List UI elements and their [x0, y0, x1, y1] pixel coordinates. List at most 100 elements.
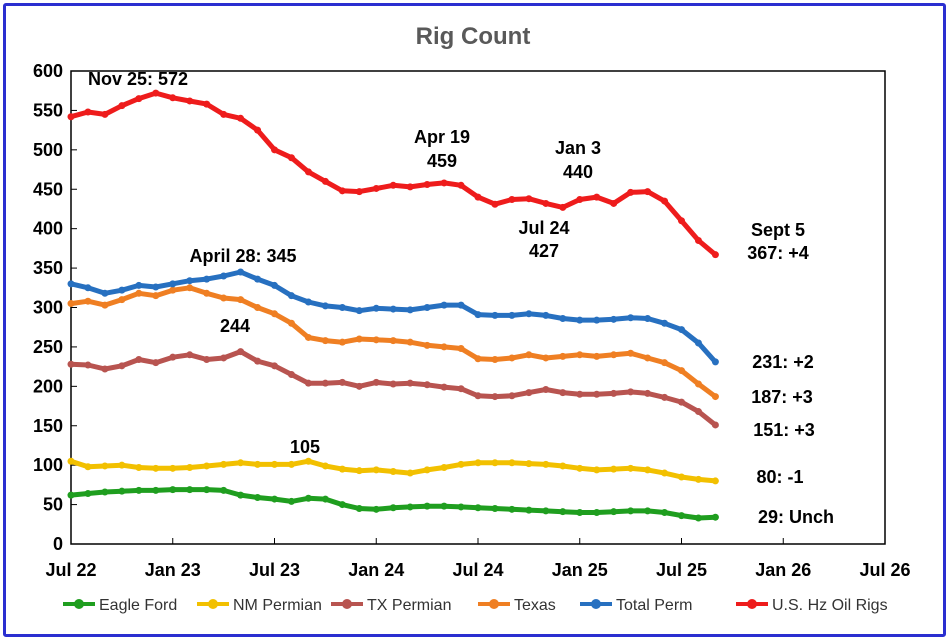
y-tick-label: 100	[33, 455, 63, 475]
data-point-texas	[101, 301, 109, 309]
data-point-eagle-ford	[627, 507, 635, 515]
data-point-nm-permian	[678, 473, 685, 481]
data-point-u-s-hz-oil-rigs	[287, 154, 295, 162]
data-point-nm-permian	[101, 462, 109, 470]
data-point-eagle-ford	[152, 486, 160, 494]
data-point-nm-permian	[491, 459, 499, 467]
y-tick-label: 200	[33, 376, 63, 396]
data-point-eagle-ford	[67, 491, 75, 499]
data-point-total-perm	[169, 280, 177, 288]
data-point-eagle-ford	[559, 508, 567, 516]
data-point-nm-permian	[661, 469, 669, 477]
y-axis: 0 50 100 150 200 250 300 350 400 450 500 550 600	[33, 61, 77, 554]
data-point-u-s-hz-oil-rigs	[678, 217, 685, 225]
data-point-eagle-ford	[711, 513, 719, 521]
data-point-eagle-ford	[389, 504, 397, 512]
data-point-eagle-ford	[169, 486, 177, 494]
data-point-nm-permian	[254, 460, 262, 468]
data-point-tx-permian	[610, 389, 618, 397]
data-point-tx-permian	[254, 357, 262, 365]
data-point-tx-permian	[203, 356, 211, 364]
data-point-tx-permian	[67, 360, 75, 368]
data-point-total-perm	[237, 268, 245, 276]
data-point-texas	[67, 300, 75, 308]
data-point-eagle-ford	[321, 495, 329, 503]
annotation-apr19a: Apr 19	[414, 127, 470, 147]
data-point-eagle-ford	[491, 505, 499, 513]
legend-label-tx-permian: TX Permian	[367, 597, 451, 614]
data-point-nm-permian	[186, 464, 194, 472]
data-point-tx-permian	[644, 389, 652, 397]
data-point-u-s-hz-oil-rigs	[118, 102, 126, 110]
data-point-tx-permian	[711, 421, 719, 429]
data-point-total-perm	[423, 304, 431, 311]
data-point-nm-permian	[694, 475, 702, 483]
data-point-total-perm	[67, 280, 75, 288]
data-point-texas	[542, 354, 550, 362]
data-point-nm-permian	[593, 466, 601, 474]
data-point-u-s-hz-oil-rigs	[84, 108, 92, 116]
legend-label-texas: Texas	[514, 597, 556, 614]
data-point-total-perm	[304, 298, 312, 306]
data-point-nm-permian	[321, 462, 329, 470]
data-point-total-perm	[694, 339, 702, 347]
data-point-u-s-hz-oil-rigs	[355, 188, 363, 196]
data-point-u-s-hz-oil-rigs	[627, 188, 635, 196]
annotation-jul24a: Jul 24	[518, 218, 569, 238]
data-point-texas	[304, 333, 312, 341]
data-point-u-s-hz-oil-rigs	[372, 184, 380, 192]
data-point-texas	[338, 338, 346, 346]
data-point-total-perm	[627, 314, 635, 322]
data-point-tx-permian	[423, 381, 431, 389]
data-point-eagle-ford	[644, 507, 652, 515]
data-point-tx-permian	[627, 388, 635, 396]
data-point-total-perm	[678, 326, 685, 334]
data-point-eagle-ford	[271, 495, 278, 503]
data-point-eagle-ford	[237, 491, 245, 499]
x-tick-label: Jan 24	[348, 560, 404, 580]
data-point-tx-permian	[389, 380, 397, 388]
x-axis: Jul 22 Jan 23 Jul 23 Jan 24 Jul 24 Jan 25 Jul …	[45, 538, 911, 580]
data-point-eagle-ford	[101, 488, 109, 496]
annotation-jan3a: Jan 3	[555, 138, 601, 158]
data-point-nm-permian	[203, 462, 211, 470]
data-point-total-perm	[220, 272, 228, 280]
data-point-total-perm	[101, 289, 109, 297]
data-point-tx-permian	[338, 378, 346, 386]
data-point-texas	[525, 351, 533, 359]
y-tick-label: 0	[53, 534, 63, 554]
data-point-nm-permian	[627, 464, 635, 472]
annotation-txp: 151: +3	[753, 420, 815, 440]
data-point-texas	[389, 337, 397, 345]
y-tick-label: 500	[33, 140, 63, 160]
data-point-eagle-ford	[304, 494, 312, 502]
data-point-u-s-hz-oil-rigs	[542, 199, 550, 207]
data-point-texas	[694, 380, 702, 388]
annotation-nov25: Nov 25: 572	[88, 69, 188, 89]
legend-marker-u-s-hz-oil-rigs	[747, 599, 757, 609]
data-point-tx-permian	[101, 365, 109, 373]
data-point-tx-permian	[474, 392, 482, 400]
data-point-eagle-ford	[338, 501, 346, 509]
data-point-total-perm	[491, 311, 499, 319]
data-point-tx-permian	[542, 385, 550, 393]
data-point-nm-permian	[372, 466, 380, 474]
data-point-eagle-ford	[220, 486, 228, 494]
data-point-u-s-hz-oil-rigs	[423, 181, 431, 189]
annotation-sept5b: 367: +4	[747, 243, 809, 263]
y-tick-label: 400	[33, 219, 63, 239]
data-point-tx-permian	[237, 348, 245, 356]
data-point-nm-permian	[406, 469, 414, 477]
data-point-tx-permian	[135, 356, 143, 364]
data-point-total-perm	[406, 306, 414, 314]
data-point-u-s-hz-oil-rigs	[644, 188, 652, 196]
data-point-u-s-hz-oil-rigs	[152, 89, 160, 97]
data-point-total-perm	[84, 284, 92, 292]
x-tick-label: Jul 24	[452, 560, 503, 580]
data-point-u-s-hz-oil-rigs	[593, 193, 601, 201]
data-point-total-perm	[271, 281, 278, 289]
data-point-total-perm	[118, 286, 126, 294]
data-point-total-perm	[508, 311, 516, 319]
data-point-u-s-hz-oil-rigs	[321, 177, 329, 185]
y-tick-label: 50	[43, 495, 63, 515]
